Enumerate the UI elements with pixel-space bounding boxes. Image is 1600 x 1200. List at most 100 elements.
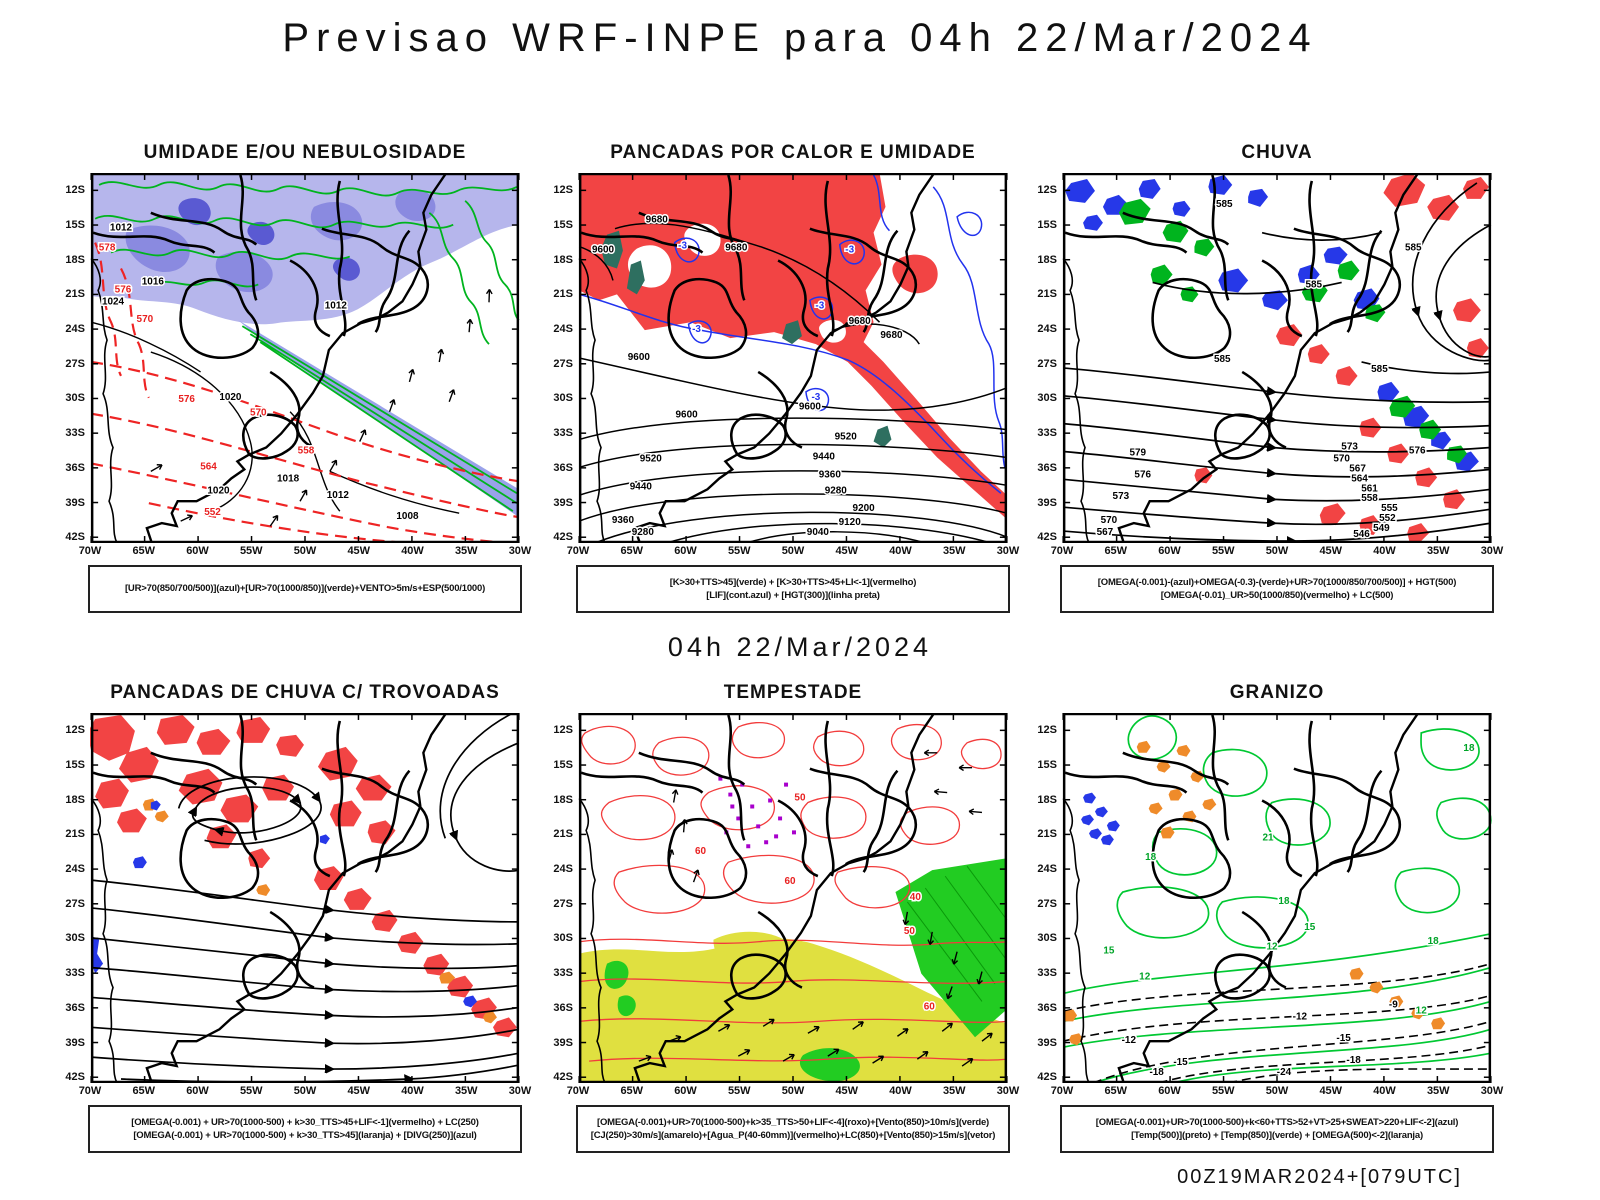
lat-tick-label: 21S xyxy=(553,828,573,841)
lat-tick-label: 39S xyxy=(65,1036,85,1049)
contour-label: 9680 xyxy=(880,330,903,341)
contour-label: 585 xyxy=(1214,354,1231,365)
lat-axis: 12S 15S 18S 21S 24S 27S 30S 33S 36S 39S 42S xyxy=(536,173,576,543)
lat-tick-label: 15S xyxy=(553,759,573,772)
panel-title: PANCADAS DE CHUVA C/ TROVOADAS xyxy=(110,682,500,703)
lat-tick-label: 33S xyxy=(65,427,85,440)
lat-tick-label: 27S xyxy=(65,897,85,910)
legend-box: [OMEGA(-0.001)+UR>70(1000-500)+k>35_TTS>… xyxy=(576,1105,1010,1153)
lon-tick-label: 65W xyxy=(620,545,644,557)
lon-tick-label: 40W xyxy=(1373,545,1396,557)
lat-tick-label: 30S xyxy=(65,392,85,405)
lon-tick-label: 50W xyxy=(293,1085,317,1097)
contour-label: 1024 xyxy=(102,296,125,307)
contour-label: 9280 xyxy=(825,485,848,496)
model-run-stamp: 00Z19MAR2024+[079UTC] xyxy=(1177,1166,1462,1188)
lon-tick-label: 40W xyxy=(401,1085,424,1097)
contour-label: 570 xyxy=(250,408,267,419)
lat-tick-label: 12S xyxy=(553,184,573,197)
panel-pancadas-calor: PANCADAS POR CALOR E UMIDADE xyxy=(553,142,1019,613)
contour-label: -12 xyxy=(1122,1035,1137,1046)
lat-tick-label: 24S xyxy=(1037,323,1057,336)
lat-tick-label: 42S xyxy=(553,1071,573,1084)
contour-label: 18 xyxy=(1428,936,1440,947)
contour-label: 573 xyxy=(1341,442,1358,453)
lon-tick-label: 70W xyxy=(566,1085,590,1097)
temp850-green-contours xyxy=(1062,715,1492,1083)
contour-label: 9040 xyxy=(807,527,830,538)
panel-chuva: CHUVA 585 585 585 585 585 579 576 573 570 567 573 xyxy=(1037,142,1503,613)
map-granizo: 18 21 18 18 15 12 15 12 18 12 -9 -12 -12 -15 -15 -18 -18… xyxy=(1062,713,1492,1083)
contour-label: 40 xyxy=(910,892,922,903)
panel-umidade: UMIDADE E/OU NEBULOSIDADE xyxy=(65,142,531,613)
contour-label: 585 xyxy=(1216,199,1233,210)
lat-tick-label: 27S xyxy=(65,357,85,370)
lat-tick-label: 12S xyxy=(1037,724,1057,737)
lat-tick-label: 24S xyxy=(1037,863,1057,876)
lon-axis: 70W 65W 60W 55W 50W 45W 40W 35W 30W xyxy=(79,1084,532,1100)
legend-line: [CJ(250)>30m/s](amarelo)+[Agua_P(40-60mm… xyxy=(590,1130,996,1141)
lon-tick-label: 50W xyxy=(781,1085,805,1097)
contour-label: 555 xyxy=(1381,503,1398,514)
lat-axis: 12S 15S 18S 21S 24S 27S 30S 33S 36S 39S 42S xyxy=(1020,713,1060,1083)
red-shower-patches xyxy=(90,714,517,1038)
contour-label: -18 xyxy=(1149,1067,1164,1078)
lat-tick-label: 30S xyxy=(1037,932,1057,945)
lon-tick-label: 60W xyxy=(186,1085,209,1097)
lon-tick-label: 55W xyxy=(239,545,263,557)
contour-label: 18 xyxy=(1463,743,1475,754)
contour-label: 1016 xyxy=(142,276,165,287)
contour-label: -3 xyxy=(692,324,701,335)
contour-label: 576 xyxy=(1134,469,1151,480)
contour-label: 9600 xyxy=(592,245,615,256)
contour-label: -12 xyxy=(1293,1011,1308,1022)
lat-tick-label: 39S xyxy=(65,496,85,509)
axis-ticks xyxy=(578,173,1008,543)
legend-line: [OMEGA(-0.001)+UR>70(1000-500)+k>35_TTS>… xyxy=(596,1117,989,1128)
lat-tick-label: 15S xyxy=(1037,219,1057,232)
contour-label: 578 xyxy=(99,243,116,254)
contour-label: 9520 xyxy=(640,453,663,464)
lat-tick-label: 27S xyxy=(1037,897,1057,910)
contour-label: 50 xyxy=(794,793,806,804)
lon-tick-label: 50W xyxy=(781,545,805,557)
map-umidade: 1012 1016 1024 1012 1020 1020 1018 1012 1008 578 5… xyxy=(90,173,520,543)
lat-tick-label: 12S xyxy=(65,184,85,197)
lon-tick-label: 40W xyxy=(889,545,912,557)
contour-label: 18 xyxy=(1145,852,1157,863)
panel-title: UMIDADE E/OU NEBULOSIDADE xyxy=(143,142,467,163)
lat-axis: 12S 15S 18S 21S 24S 27S 30S 33S 36S 39S 42S xyxy=(48,173,88,543)
contour-label: 9360 xyxy=(819,469,842,480)
lat-tick-label: 33S xyxy=(65,967,85,980)
contour-label: 573 xyxy=(1113,491,1130,502)
panel-tempestade: TEMPESTADE xyxy=(553,682,1019,1153)
contour-labels: 5855855855855855795765735705675735705675… xyxy=(1095,197,1427,541)
lon-tick-label: 55W xyxy=(727,1085,751,1097)
lat-tick-label: 18S xyxy=(1037,253,1057,266)
contour-label: 9680 xyxy=(725,243,748,254)
fan-streaks xyxy=(906,865,1008,1002)
contour-label: 561 xyxy=(1361,483,1378,494)
lon-tick-label: 70W xyxy=(1050,1085,1074,1097)
contour-labels: 9680 9680 9680 9680 9600 9600 9600 9600 9520 9520… xyxy=(590,213,904,539)
panel-title: GRANIZO xyxy=(1229,682,1325,703)
legend-line: [LIF](cont.azul) + [HGT(300)](linha pret… xyxy=(706,590,880,601)
contour-label: 1012 xyxy=(327,490,350,501)
lon-axis: 70W 65W 60W 55W 50W 45W 40W 35W 30W xyxy=(79,544,532,560)
contour-label: 9600 xyxy=(676,410,699,421)
lat-tick-label: 12S xyxy=(553,724,573,737)
lon-tick-label: 40W xyxy=(889,1085,912,1097)
panel-trovoadas: PANCADAS DE CHUVA C/ TROVOADAS xyxy=(65,682,531,1153)
lon-tick-label: 45W xyxy=(1319,1085,1343,1097)
contour-label: 552 xyxy=(1379,513,1396,524)
contour-label: -9 xyxy=(1389,999,1398,1010)
axis-ticks xyxy=(1062,713,1492,1083)
page-title: Previsao WRF-INPE para 04h 22/Mar/2024 xyxy=(282,16,1318,60)
contour-label: -3 xyxy=(811,392,820,403)
wind-green-fan xyxy=(604,858,1007,1082)
lat-tick-label: 15S xyxy=(553,219,573,232)
lat-tick-label: 12S xyxy=(65,724,85,737)
lon-tick-label: 70W xyxy=(1050,545,1074,557)
lat-tick-label: 30S xyxy=(1037,392,1057,405)
